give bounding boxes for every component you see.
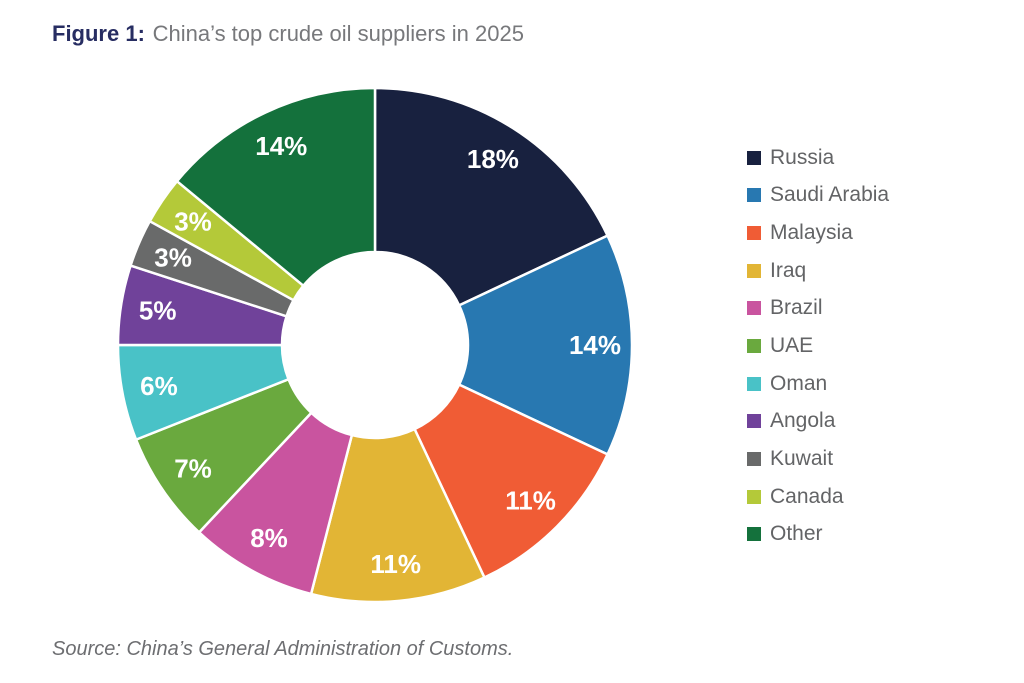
pie-slice-saudi-arabia <box>457 234 634 456</box>
legend-swatch-uae <box>747 339 761 354</box>
legend-item-other: Other <box>747 515 889 553</box>
figure-title-text: China’s top crude oil suppliers in 2025 <box>152 21 524 46</box>
slice-label-canada: 3% <box>174 206 212 236</box>
legend-swatch-kuwait <box>747 451 761 466</box>
legend-swatch-canada <box>747 489 761 504</box>
legend-label-uae: UAE <box>770 334 814 358</box>
slice-label-angola: 5% <box>139 296 177 326</box>
slice-label-malaysia: 11% <box>505 486 556 516</box>
legend-swatch-other <box>747 527 761 542</box>
legend-swatch-malaysia <box>747 226 761 241</box>
legend-swatch-russia <box>747 150 761 165</box>
legend-item-brazil: Brazil <box>747 290 889 328</box>
chart-legend: Russia Saudi Arabia Malaysia Iraq Brazil UAE O… <box>747 139 889 553</box>
legend-item-russia: Russia <box>747 139 889 177</box>
legend-item-angola: Angola <box>747 402 889 440</box>
slice-label-brazil: 8% <box>250 523 288 553</box>
slice-label-other: 14% <box>255 131 307 161</box>
legend-label-russia: Russia <box>770 145 835 169</box>
legend-item-saudi-arabia: Saudi Arabia <box>747 177 889 215</box>
legend-label-kuwait: Kuwait <box>770 446 834 470</box>
slice-label-kuwait: 3% <box>154 243 192 273</box>
slice-label-saudi-arabia: 14% <box>569 330 621 360</box>
legend-item-malaysia: Malaysia <box>747 214 889 252</box>
pie-slice-iraq <box>309 427 486 604</box>
legend-item-iraq: Iraq <box>747 252 889 290</box>
legend-swatch-iraq <box>747 263 761 278</box>
legend-label-angola: Angola <box>770 409 836 433</box>
slice-label-iraq: 11% <box>370 549 421 579</box>
legend-item-canada: Canada <box>747 478 889 516</box>
legend-item-uae: UAE <box>747 327 889 365</box>
legend-swatch-saudi-arabia <box>747 188 761 203</box>
legend-label-iraq: Iraq <box>770 258 807 282</box>
legend-item-kuwait: Kuwait <box>747 440 889 478</box>
figure-title: Figure 1: China’s top crude oil suppliers… <box>52 18 524 50</box>
slice-label-oman: 6% <box>140 371 178 401</box>
legend-swatch-angola <box>747 414 761 429</box>
legend-label-malaysia: Malaysia <box>770 221 853 245</box>
legend-label-oman: Oman <box>770 371 828 395</box>
legend-label-other: Other <box>770 522 823 546</box>
slice-label-uae: 7% <box>174 454 212 484</box>
legend-label-brazil: Brazil <box>770 296 823 320</box>
pie-slice-russia <box>373 86 609 307</box>
figure-number-label: Figure 1: <box>52 21 145 46</box>
source-note: Source: China’s General Administration o… <box>52 638 514 660</box>
pie-slice-other <box>175 86 377 287</box>
legend-swatch-oman <box>747 376 761 391</box>
legend-swatch-brazil <box>747 301 761 316</box>
legend-label-canada: Canada <box>770 484 844 508</box>
donut-chart: 18% 14% 11% 11% 8% 7% 6% 5% 3% 3% 14% <box>116 86 634 604</box>
slice-label-russia: 18% <box>467 144 519 174</box>
legend-label-saudi-arabia: Saudi Arabia <box>770 183 890 207</box>
legend-item-oman: Oman <box>747 365 889 403</box>
